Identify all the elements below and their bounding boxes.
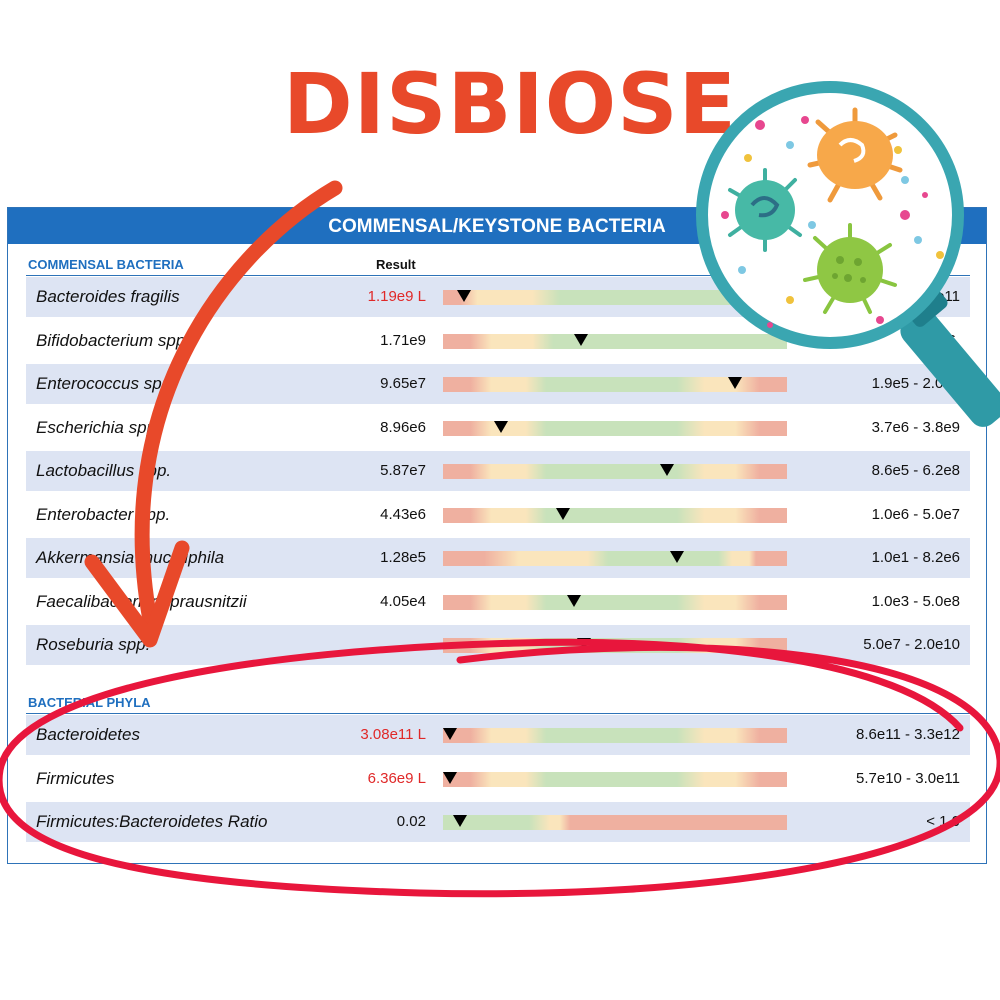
result-marker-icon [442,771,457,784]
reference-range: 8.6e5 - 6.2e8 [871,462,960,479]
reference-range: 3.7e6 - 3.8e9 [871,418,960,436]
result-marker-icon [556,507,571,520]
reference-range: 5.7e10 - 3.0e11 [856,769,960,787]
result-column-header: Result [376,257,416,272]
reference-range: 1.0e3 - 5.0e8 [871,592,960,610]
result-marker-icon [442,728,457,740]
organism-name: Firmicutes:Bacteroidetes Ratio [36,812,268,831]
reference-bar [443,815,787,830]
result-value: 8.96e6 [380,418,426,436]
reference-bar [443,507,787,523]
result-marker-icon [669,551,684,563]
table-row: Faecalibacterium prausnitzii 4.05e4 1.0e3 … [26,582,970,622]
reference-range: 5.0e7 - 2.0e10 [863,636,960,653]
result-value: 0.02 [396,813,426,830]
report-title: COMMENSAL/KEYSTONE BACTERIA [8,208,986,244]
organism-name: Akkermansia muciniphila [36,548,225,567]
reference-bar [443,464,787,479]
table-row: Lactobacillus spp. 5.87e7 8.6e5 - 6.2e8 [26,451,970,491]
reference-bar [443,333,787,349]
report-panel: COMMENSAL/KEYSTONE BACTERIA COMMENSAL BA… [7,207,987,864]
result-value: 4.05e4 [380,592,426,610]
result-value: 4.43e6 [380,505,426,523]
reference-range: < 1.0 [926,813,960,830]
reference-bar [443,594,787,610]
page-headline: DISBIOSE [282,55,738,153]
reference-bar [443,420,787,436]
section-divider [26,713,970,714]
organism-name: Enterobacter spp. [36,504,171,524]
reference-bar [443,551,787,566]
result-marker-icon [577,638,592,650]
organism-name: Lactobacillus spp. [36,461,172,480]
result-marker-icon [494,420,509,433]
result-value: 1.19e9 L [367,288,426,305]
result-value: 3.08e11 L [360,726,426,743]
result-marker-icon [453,815,468,827]
organism-name: Firmicutes [36,768,115,788]
result-value: 1.71e9 [380,331,426,349]
reference-range: > 6. [934,331,960,349]
commensal-section-title: COMMENSAL BACTERIA [28,257,184,272]
table-row: Roseburia spp. 5.0e7 - 2.0e10 [26,625,970,665]
organism-name: Faecalibacterium prausnitzii [36,591,247,611]
table-row: Enterobacter spp. 4.43e6 1.0e6 - 5.0e7 [26,495,970,535]
organism-name: Bacteroides fragilis [36,287,180,306]
table-row: Enterococcus spp. 9.65e7 1.9e5 - 2.0e8 [26,364,970,404]
organism-name: Roseburia spp. [36,635,151,654]
result-marker-icon [573,333,588,346]
table-row: Bacteroidetes 3.08e11 L 8.6e11 - 3.3e12 [26,715,970,755]
reference-range: e11 [936,288,960,305]
result-marker-icon [659,464,674,476]
organism-name: Bacteroidetes [36,725,140,744]
result-value: 5.87e7 [380,462,426,479]
reference-bar [442,728,787,743]
result-marker-icon [728,377,743,389]
phyla-section-title: BACTERIAL PHYLA [28,695,151,710]
result-value: 9.65e7 [380,375,426,392]
result-value: 6.36e9 L [367,769,426,787]
table-row: Bacteroides fragilis 1.19e9 L e11 [26,277,970,317]
result-marker-icon [456,290,471,302]
table-row: Escherichia spp. 8.96e6 3.7e6 - 3.8e9 [26,408,970,448]
organism-name: Escherichia spp. [36,417,161,437]
organism-name: Enterococcus spp. [36,374,176,393]
reference-range: 1.0e6 - 5.0e7 [871,505,960,523]
reference-bar [443,290,787,305]
table-row: Firmicutes 6.36e9 L 5.7e10 - 3.0e11 [26,759,970,799]
table-row: Firmicutes:Bacteroidetes Ratio 0.02 < 1.0 [26,802,970,842]
table-row: Akkermansia muciniphila 1.28e5 1.0e1 - 8.2… [26,538,970,578]
result-value: 1.28e5 [380,549,426,566]
table-row: Bifidobacterium spp. 1.71e9 > 6. [26,321,970,361]
reference-bar [442,771,787,787]
reference-bar [443,638,787,653]
result-marker-icon [566,594,581,607]
range-column-header: e [946,257,954,272]
section-divider [26,275,970,276]
reference-bar [443,377,787,392]
reference-range: 1.0e1 - 8.2e6 [871,549,960,566]
reference-range: 1.9e5 - 2.0e8 [871,375,960,392]
organism-name: Bifidobacterium spp. [36,330,191,350]
reference-range: 8.6e11 - 3.3e12 [856,726,960,743]
